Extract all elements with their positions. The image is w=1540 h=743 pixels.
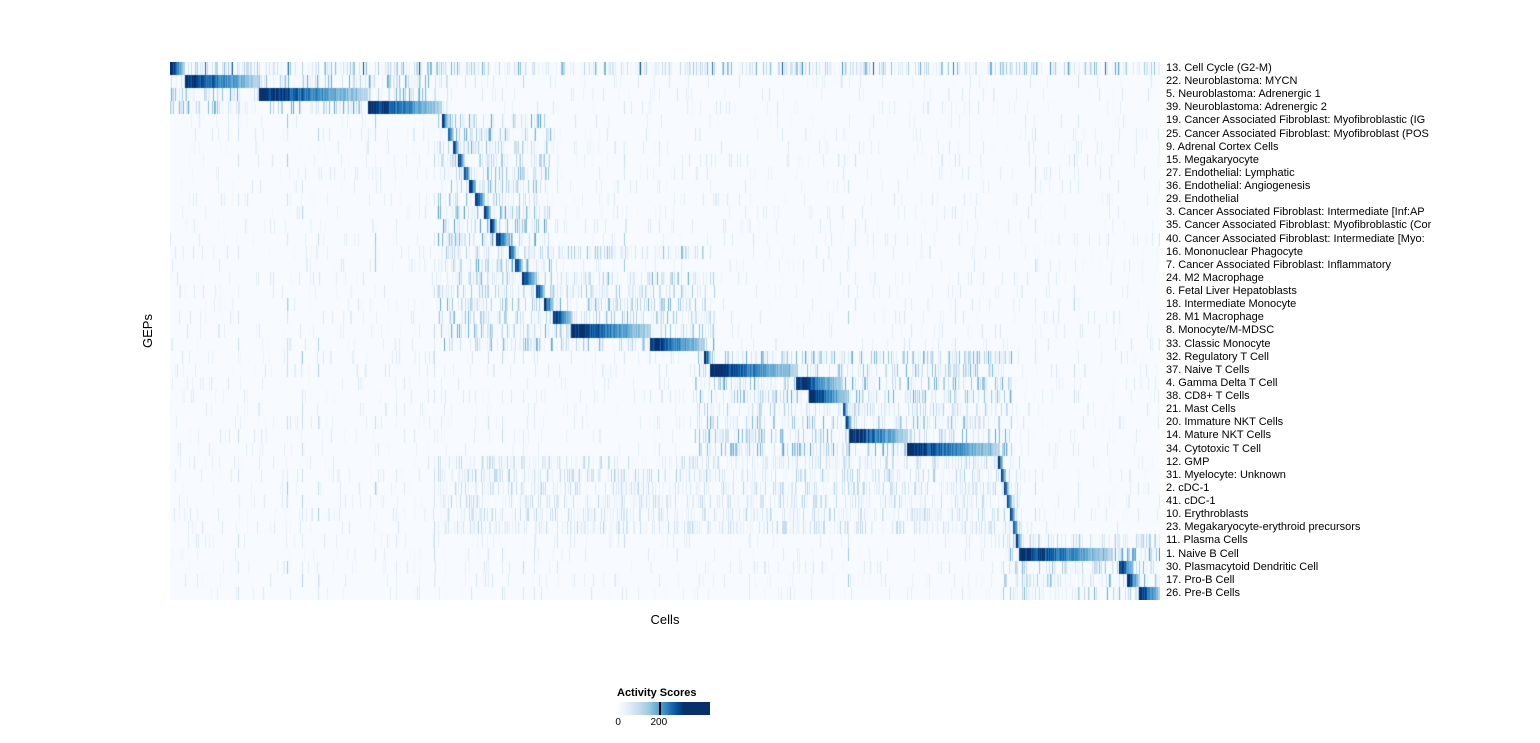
row-label: 6. Fetal Liver Hepatoblasts <box>1166 285 1297 298</box>
x-axis-label: Cells <box>650 612 680 627</box>
legend-label-0: 0 <box>615 717 621 728</box>
row-label: 3. Cancer Associated Fibroblast: Interme… <box>1166 206 1425 219</box>
row-label: 21. Mast Cells <box>1166 403 1236 416</box>
row-label: 22. Neuroblastoma: MYCN <box>1166 75 1298 88</box>
row-label: 31. Myelocyte: Unknown <box>1166 468 1286 481</box>
row-label: 17. Pro-B Cell <box>1166 573 1235 586</box>
row-label: 16. Mononuclear Phagocyte <box>1166 245 1303 258</box>
row-label: 27. Endothelial: Lymphatic <box>1166 166 1295 179</box>
row-label: 15. Megakaryocyte <box>1166 153 1259 166</box>
row-label: 37. Naive T Cells <box>1166 363 1250 376</box>
heatmap-canvas <box>170 62 1160 600</box>
colorbar-legend: Activity Scores 0 200 <box>615 687 737 731</box>
row-label: 40. Cancer Associated Fibroblast: Interm… <box>1166 232 1425 245</box>
row-label: 34. Cytotoxic T Cell <box>1166 442 1261 455</box>
row-label: 20. Immature NKT Cells <box>1166 416 1284 429</box>
row-label: 35. Cancer Associated Fibroblast: Myofib… <box>1166 219 1432 232</box>
row-label: 26. Pre-B Cells <box>1166 586 1240 599</box>
row-label: 14. Mature NKT Cells <box>1166 429 1271 442</box>
row-label: 1. Naive B Cell <box>1166 547 1239 560</box>
row-label: 5. Neuroblastoma: Adrenergic 1 <box>1166 88 1321 101</box>
row-label: 28. M1 Macrophage <box>1166 311 1264 324</box>
legend-title: Activity Scores <box>617 687 697 699</box>
row-label: 9. Adrenal Cortex Cells <box>1166 140 1279 153</box>
row-label: 19. Cancer Associated Fibroblast: Myofib… <box>1166 114 1426 127</box>
row-label: 2. cDC-1 <box>1166 481 1210 494</box>
row-label: 18. Intermediate Monocyte <box>1166 298 1297 311</box>
row-label: 39. Neuroblastoma: Adrenergic 2 <box>1166 101 1327 114</box>
row-label: 36. Endothelial: Angiogenesis <box>1166 180 1311 193</box>
row-label: 38. CD8+ T Cells <box>1166 390 1250 403</box>
row-label: 23. Megakaryocyte-erythroid precursors <box>1166 521 1361 534</box>
row-label: 29. Endothelial <box>1166 193 1239 206</box>
row-label: 7. Cancer Associated Fibroblast: Inflamm… <box>1166 258 1391 271</box>
row-label: 41. cDC-1 <box>1166 495 1216 508</box>
legend-tick-labels: 0 200 <box>615 717 710 731</box>
row-label: 32. Regulatory T Cell <box>1166 350 1269 363</box>
y-axis-label: GEPs <box>140 314 155 348</box>
row-label: 25. Cancer Associated Fibroblast: Myofib… <box>1166 127 1429 140</box>
row-label: 13. Cell Cycle (G2-M) <box>1166 62 1272 74</box>
row-labels: 13. Cell Cycle (G2-M) 22. Neuroblastoma: … <box>1166 62 1540 600</box>
row-label: 10. Erythroblasts <box>1166 508 1249 521</box>
row-label: 33. Classic Monocyte <box>1166 337 1271 350</box>
legend-label-200: 200 <box>650 717 668 728</box>
row-label: 11. Plasma Cells <box>1166 534 1248 547</box>
legend-tick-200 <box>658 702 661 715</box>
row-label: 24. M2 Macrophage <box>1166 271 1264 284</box>
legend-gradient-bar <box>617 702 710 715</box>
row-label: 12. GMP <box>1166 455 1210 468</box>
row-label: 8. Monocyte/M-MDSC <box>1166 324 1275 337</box>
row-label: 30. Plasmacytoid Dendritic Cell <box>1166 560 1319 573</box>
row-label: 4. Gamma Delta T Cell <box>1166 376 1278 389</box>
